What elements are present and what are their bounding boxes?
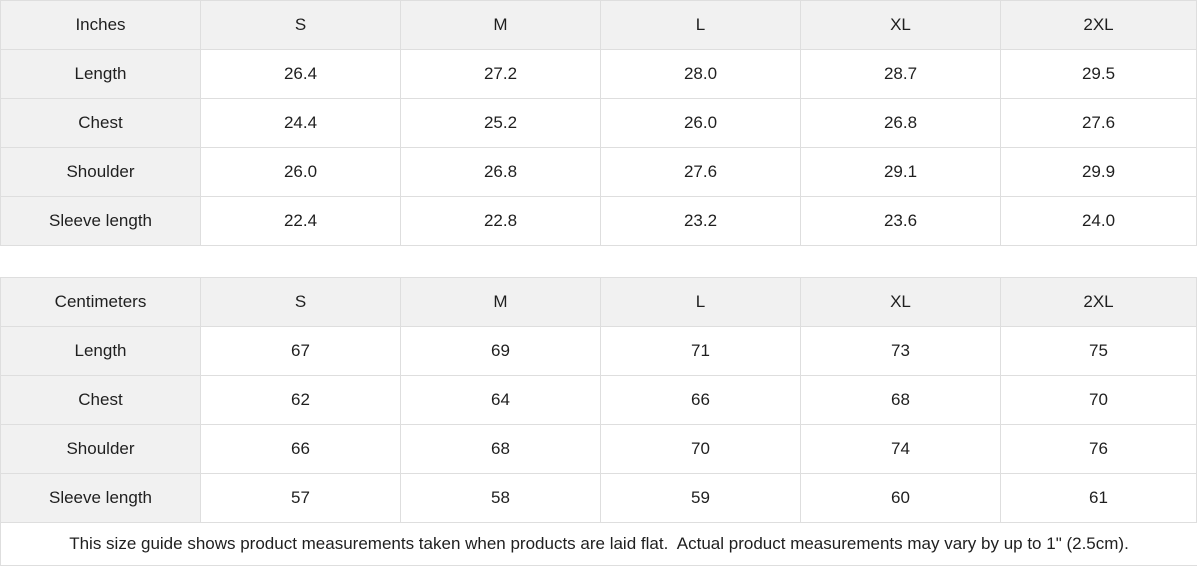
measurement-cell: 76: [1000, 424, 1197, 474]
measurement-cell: 73: [800, 326, 1001, 376]
size-header-cell: L: [600, 277, 801, 327]
row-label-cell: Sleeve length: [0, 473, 201, 523]
centimeters-header-row: Centimeters S M L XL 2XL: [0, 277, 1197, 327]
table-row: Chest 24.4 25.2 26.0 26.8 27.6: [0, 98, 1197, 148]
row-label-cell: Length: [0, 326, 201, 376]
size-guide: Inches S M L XL 2XL Length 26.4 27.2 28.…: [0, 0, 1200, 566]
measurement-cell: 70: [1000, 375, 1197, 425]
unit-header-cell: Centimeters: [0, 277, 201, 327]
measurement-cell: 57: [200, 473, 401, 523]
size-header-cell: 2XL: [1000, 0, 1197, 50]
measurement-cell: 25.2: [400, 98, 601, 148]
measurement-cell: 26.0: [600, 98, 801, 148]
measurement-cell: 66: [200, 424, 401, 474]
measurement-cell: 62: [200, 375, 401, 425]
size-header-cell: S: [200, 0, 401, 50]
unit-header-cell: Inches: [0, 0, 201, 50]
size-guide-note: This size guide shows product measuremen…: [0, 523, 1197, 566]
measurement-cell: 26.8: [800, 98, 1001, 148]
measurement-cell: 23.2: [600, 196, 801, 246]
size-header-cell: XL: [800, 277, 1001, 327]
size-header-cell: S: [200, 277, 401, 327]
table-row: Shoulder 66 68 70 74 76: [0, 424, 1197, 474]
row-label-cell: Shoulder: [0, 147, 201, 197]
row-label-cell: Chest: [0, 375, 201, 425]
measurement-cell: 29.5: [1000, 49, 1197, 99]
measurement-cell: 74: [800, 424, 1001, 474]
inches-table: Inches S M L XL 2XL Length 26.4 27.2 28.…: [0, 0, 1197, 246]
table-row: Chest 62 64 66 68 70: [0, 375, 1197, 425]
size-header-cell: 2XL: [1000, 277, 1197, 327]
row-label-cell: Length: [0, 49, 201, 99]
table-gap: [0, 246, 1200, 277]
measurement-cell: 68: [400, 424, 601, 474]
inches-header-row: Inches S M L XL 2XL: [0, 0, 1197, 50]
row-label-cell: Sleeve length: [0, 196, 201, 246]
measurement-cell: 23.6: [800, 196, 1001, 246]
measurement-cell: 69: [400, 326, 601, 376]
measurement-cell: 22.4: [200, 196, 401, 246]
measurement-cell: 71: [600, 326, 801, 376]
measurement-cell: 66: [600, 375, 801, 425]
measurement-cell: 75: [1000, 326, 1197, 376]
measurement-cell: 24.0: [1000, 196, 1197, 246]
table-row: Length 26.4 27.2 28.0 28.7 29.5: [0, 49, 1197, 99]
measurement-cell: 26.4: [200, 49, 401, 99]
measurement-cell: 61: [1000, 473, 1197, 523]
measurement-cell: 58: [400, 473, 601, 523]
measurement-cell: 28.7: [800, 49, 1001, 99]
table-row: Sleeve length 22.4 22.8 23.2 23.6 24.0: [0, 196, 1197, 246]
measurement-cell: 68: [800, 375, 1001, 425]
measurement-cell: 67: [200, 326, 401, 376]
measurement-cell: 64: [400, 375, 601, 425]
size-header-cell: XL: [800, 0, 1001, 50]
measurement-cell: 29.9: [1000, 147, 1197, 197]
measurement-cell: 29.1: [800, 147, 1001, 197]
row-label-cell: Chest: [0, 98, 201, 148]
measurement-cell: 27.2: [400, 49, 601, 99]
measurement-cell: 59: [600, 473, 801, 523]
table-row: Length 67 69 71 73 75: [0, 326, 1197, 376]
table-row: Sleeve length 57 58 59 60 61: [0, 473, 1197, 523]
measurement-cell: 28.0: [600, 49, 801, 99]
size-header-cell: L: [600, 0, 801, 50]
measurement-cell: 26.8: [400, 147, 601, 197]
size-header-cell: M: [400, 277, 601, 327]
centimeters-table: Centimeters S M L XL 2XL Length 67 69 71…: [0, 277, 1197, 523]
table-row: Shoulder 26.0 26.8 27.6 29.1 29.9: [0, 147, 1197, 197]
measurement-cell: 27.6: [600, 147, 801, 197]
measurement-cell: 70: [600, 424, 801, 474]
measurement-cell: 26.0: [200, 147, 401, 197]
measurement-cell: 60: [800, 473, 1001, 523]
measurement-cell: 24.4: [200, 98, 401, 148]
size-header-cell: M: [400, 0, 601, 50]
measurement-cell: 22.8: [400, 196, 601, 246]
row-label-cell: Shoulder: [0, 424, 201, 474]
measurement-cell: 27.6: [1000, 98, 1197, 148]
